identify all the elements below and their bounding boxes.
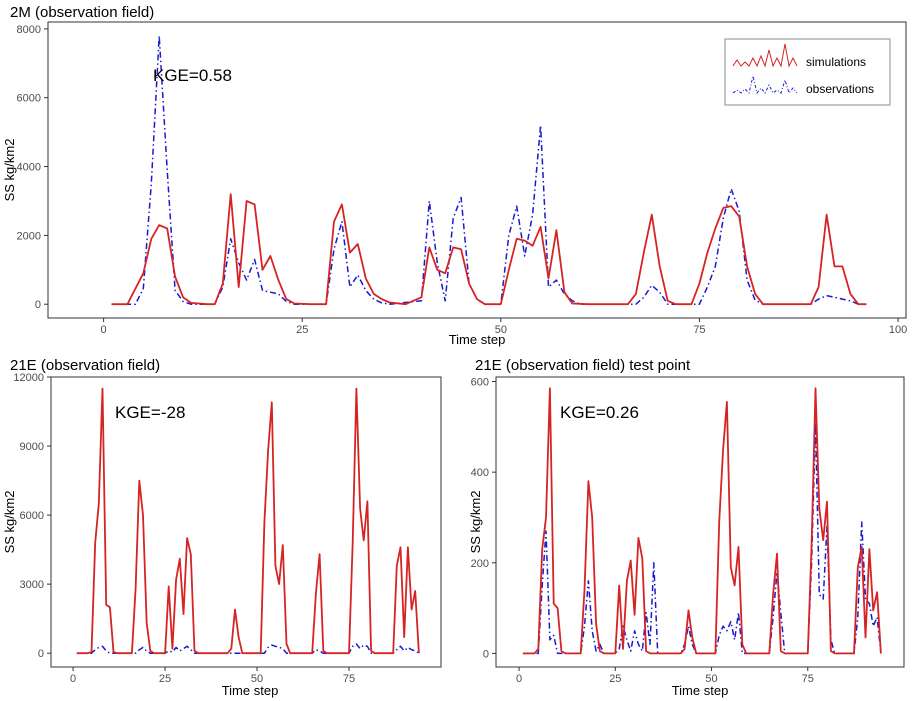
- plot-frame: [47, 21, 907, 319]
- plot-frame: [495, 376, 905, 668]
- simulations-line: [522, 387, 882, 655]
- y-tick-label: 0: [483, 648, 489, 660]
- x-axis: 0 25 50 75: [516, 667, 814, 685]
- kge-annotation: KGE=-28: [115, 403, 185, 422]
- y-axis-title: SS kg/km2: [2, 139, 17, 202]
- legend-sim-swatch: [732, 43, 798, 68]
- panel-21e-test-point: 21E (observation field) test point 0 200…: [468, 357, 905, 698]
- y-tick-label: 12000: [13, 372, 44, 384]
- kge-annotation: KGE=0.26: [560, 403, 639, 422]
- y-tick-label: 4000: [17, 162, 41, 174]
- series-layer: [522, 387, 882, 655]
- x-tick-label: 25: [296, 324, 308, 336]
- y-axis-title: SS kg/km2: [2, 491, 17, 554]
- x-tick-label: 0: [70, 673, 76, 685]
- y-tick-label: 8000: [17, 24, 41, 36]
- x-axis: 0 25 50 75 100: [101, 318, 907, 336]
- y-tick-label: 200: [471, 558, 489, 570]
- y-axis: 0 200 400 600: [471, 377, 496, 660]
- x-axis-title: Time step: [449, 332, 506, 347]
- observations-line: [76, 643, 420, 654]
- legend-obs-swatch: [732, 75, 798, 95]
- x-tick-label: 50: [495, 324, 507, 336]
- series-layer: [111, 35, 867, 306]
- panel-title: 21E (observation field) test point: [475, 357, 691, 374]
- y-tick-label: 6000: [17, 93, 41, 105]
- y-axis-title: SS kg/km2: [468, 491, 483, 554]
- x-tick-label: 50: [705, 673, 717, 685]
- plot-frame: [50, 376, 442, 668]
- kge-annotation: KGE=0.58: [153, 66, 232, 85]
- panel-title: 21E (observation field): [10, 357, 160, 374]
- x-tick-label: 25: [609, 673, 621, 685]
- y-axis: 0 3000 6000 9000 12000: [13, 372, 51, 660]
- legend-box: [724, 38, 891, 106]
- x-tick-label: 75: [802, 673, 814, 685]
- x-tick-label: 75: [693, 324, 705, 336]
- x-tick-label: 100: [889, 324, 907, 336]
- y-tick-label: 3000: [20, 579, 44, 591]
- x-tick-label: 0: [516, 673, 522, 685]
- x-axis: 0 25 50 75: [70, 667, 355, 685]
- panel-title: 2M (observation field): [10, 4, 154, 21]
- x-axis-title: Time step: [222, 683, 279, 698]
- y-tick-label: 0: [38, 648, 44, 660]
- panel-21e: 21E (observation field) 0 3000 6000 9000…: [2, 357, 442, 698]
- legend: simulations observations: [724, 38, 891, 106]
- x-tick-label: 25: [159, 673, 171, 685]
- y-tick-label: 0: [35, 299, 41, 311]
- y-tick-label: 6000: [20, 510, 44, 522]
- y-tick-label: 400: [471, 467, 489, 479]
- simulations-line: [76, 387, 420, 655]
- x-tick-label: 75: [343, 673, 355, 685]
- simulations-line: [111, 193, 867, 306]
- series-layer: [76, 387, 420, 655]
- x-tick-label: 0: [101, 324, 107, 336]
- panel-2m: 2M (observation field) 0 2000 4000 6000 …: [2, 4, 907, 347]
- y-axis: 0 2000 4000 6000 8000: [17, 24, 48, 311]
- x-tick-label: 50: [251, 673, 263, 685]
- x-axis-title: Time step: [672, 683, 729, 698]
- y-tick-label: 9000: [20, 441, 44, 453]
- legend-obs-label: observations: [806, 82, 874, 96]
- y-tick-label: 600: [471, 377, 489, 389]
- legend-sim-label: simulations: [806, 55, 866, 69]
- y-tick-label: 2000: [17, 230, 41, 242]
